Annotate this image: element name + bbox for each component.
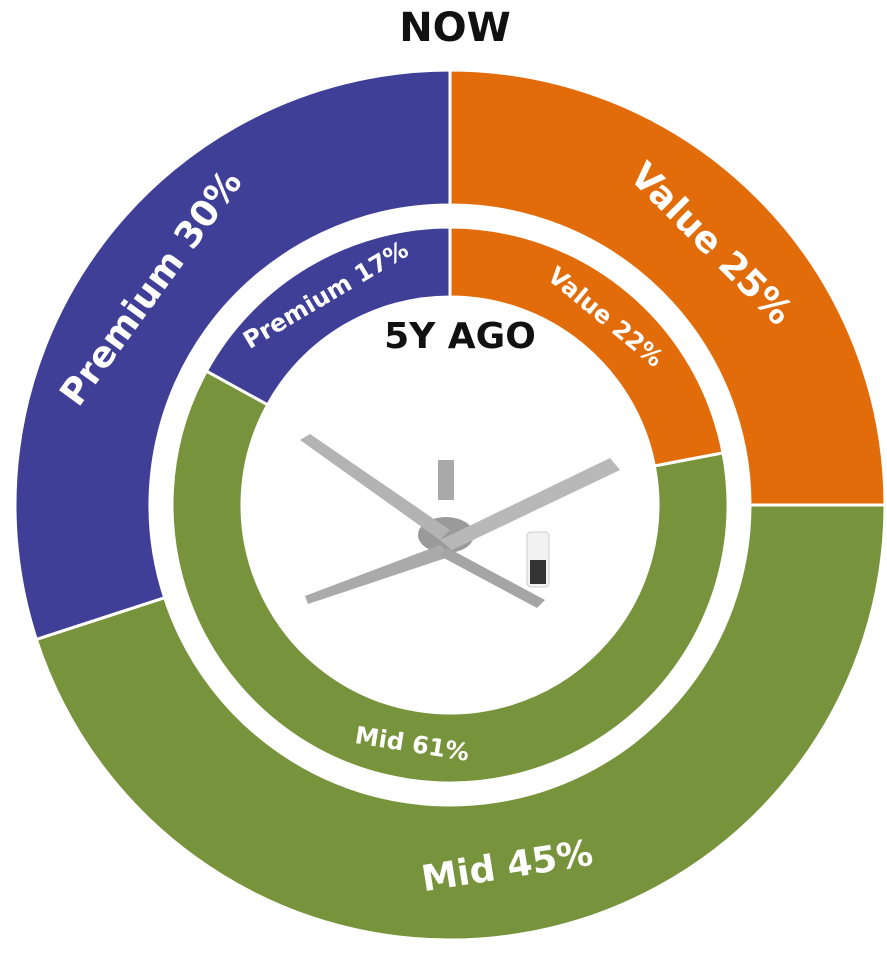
fan-illustration bbox=[300, 434, 620, 608]
donut-segment bbox=[13, 68, 452, 642]
donut-segment bbox=[204, 225, 452, 407]
inner-ring-title: 5Y AGO bbox=[384, 316, 536, 357]
donut-segment bbox=[170, 369, 730, 785]
donut-segment bbox=[34, 503, 887, 942]
donut-segment bbox=[448, 68, 887, 507]
outer-ring-title: NOW bbox=[399, 5, 511, 51]
